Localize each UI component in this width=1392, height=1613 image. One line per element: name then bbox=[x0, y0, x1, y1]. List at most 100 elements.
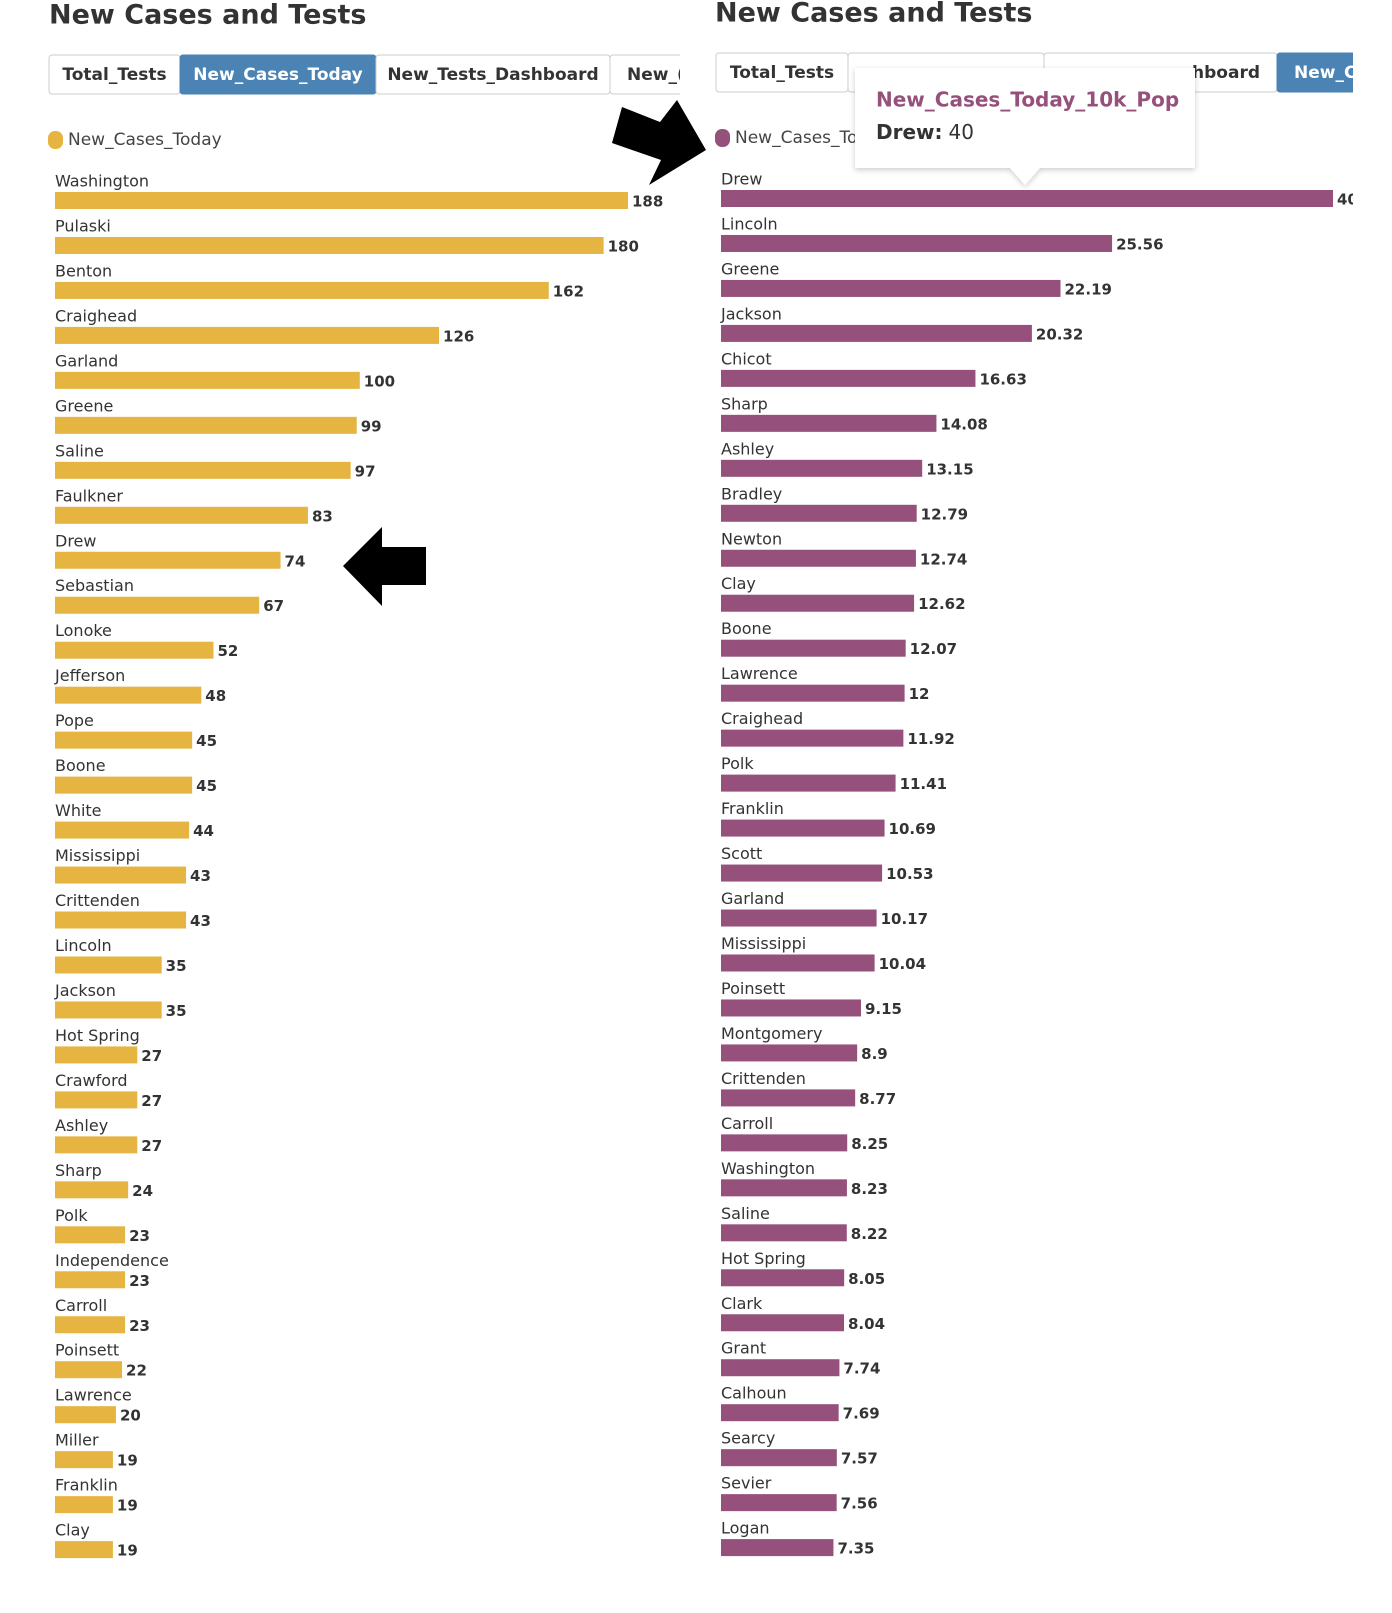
bar bbox=[721, 684, 905, 702]
arrow-down-right bbox=[612, 100, 706, 185]
category-label: Grant bbox=[721, 1339, 766, 1358]
value-label: 100 bbox=[364, 372, 395, 390]
bar bbox=[721, 729, 904, 747]
value-label: 8.04 bbox=[848, 1315, 885, 1333]
category-label: Franklin bbox=[721, 799, 784, 818]
category-label: Garland bbox=[55, 351, 118, 370]
value-label: 7.56 bbox=[841, 1495, 878, 1513]
bar bbox=[55, 1091, 138, 1109]
category-label: Jackson bbox=[720, 304, 782, 323]
value-label: 12.07 bbox=[910, 640, 957, 658]
category-label: Carroll bbox=[721, 1114, 773, 1133]
category-label: Polk bbox=[721, 754, 754, 773]
category-label: Garland bbox=[721, 889, 784, 908]
value-label: 8.23 bbox=[851, 1180, 888, 1198]
category-label: Pope bbox=[55, 711, 94, 730]
value-label: 44 bbox=[193, 822, 214, 840]
tab-label[interactable]: New_C bbox=[1294, 63, 1356, 83]
value-label: 11.92 bbox=[907, 730, 954, 748]
category-label: Sharp bbox=[55, 1161, 102, 1180]
category-label: Clay bbox=[721, 574, 756, 593]
value-label: 7.35 bbox=[837, 1540, 874, 1558]
category-label: Miller bbox=[55, 1431, 99, 1450]
bar bbox=[721, 1404, 839, 1422]
value-label: 16.63 bbox=[979, 370, 1026, 388]
category-label: Lawrence bbox=[55, 1386, 132, 1405]
value-label: 12.62 bbox=[918, 595, 965, 613]
left-chart: New Cases and Tests Total_Tests New_Cases_… bbox=[48, 0, 760, 1560]
tab-label[interactable]: New_( bbox=[627, 65, 685, 85]
bar bbox=[55, 1001, 162, 1019]
tooltip-title: New_Cases_Today_10k_Pop bbox=[876, 88, 1179, 112]
bar bbox=[55, 1316, 126, 1334]
value-label: 67 bbox=[263, 597, 284, 615]
value-label: 10.04 bbox=[879, 955, 926, 973]
category-label: Polk bbox=[55, 1206, 88, 1225]
category-label: Craighead bbox=[721, 709, 803, 728]
value-label: 188 bbox=[632, 193, 663, 211]
category-label: Crittenden bbox=[721, 1069, 806, 1088]
value-label: 27 bbox=[141, 1047, 162, 1065]
bar bbox=[55, 1271, 126, 1289]
bar bbox=[721, 1539, 834, 1557]
value-label: 45 bbox=[196, 777, 217, 795]
value-label: 24 bbox=[132, 1182, 153, 1200]
category-label: Lincoln bbox=[721, 214, 778, 233]
value-label: 83 bbox=[312, 507, 333, 525]
bar bbox=[721, 234, 1113, 252]
value-label: 12.79 bbox=[921, 505, 968, 523]
value-label: 13.15 bbox=[926, 460, 973, 478]
value-label: 10.69 bbox=[889, 820, 936, 838]
bar bbox=[55, 326, 440, 344]
bar bbox=[721, 594, 915, 612]
bar bbox=[55, 641, 214, 659]
tab-label[interactable]: Total_Tests bbox=[730, 63, 834, 83]
category-label: Saline bbox=[721, 1204, 770, 1223]
tab-label[interactable]: Total_Tests bbox=[62, 65, 166, 85]
value-label: 14.08 bbox=[940, 415, 987, 433]
category-label: Craighead bbox=[55, 306, 137, 325]
value-label: 45 bbox=[196, 732, 217, 750]
category-label: Lonoke bbox=[55, 621, 112, 640]
tab-label[interactable]: New_Tests_Dashboard bbox=[387, 65, 598, 85]
category-label: Ashley bbox=[55, 1116, 108, 1135]
value-label: 74 bbox=[285, 552, 306, 570]
bar bbox=[721, 1044, 858, 1062]
value-label: 8.9 bbox=[861, 1045, 888, 1063]
value-label: 7.74 bbox=[843, 1360, 880, 1378]
category-label: Logan bbox=[721, 1519, 770, 1538]
value-label: 52 bbox=[217, 642, 238, 660]
category-label: Bradley bbox=[721, 484, 782, 503]
category-label: Ashley bbox=[721, 439, 774, 458]
tab-label[interactable]: New_Cases_Today bbox=[193, 65, 362, 85]
value-label: 23 bbox=[129, 1272, 150, 1290]
value-label: 23 bbox=[129, 1317, 150, 1335]
category-label: Washington bbox=[55, 172, 149, 191]
category-label: Sevier bbox=[721, 1474, 772, 1493]
value-label: 22 bbox=[126, 1362, 147, 1380]
bar bbox=[721, 1269, 845, 1287]
tab-label[interactable]: hboard bbox=[1192, 63, 1260, 83]
bar bbox=[721, 1089, 856, 1107]
bar bbox=[55, 1451, 113, 1469]
bar bbox=[55, 956, 162, 974]
category-label: Independence bbox=[55, 1251, 169, 1270]
legend-swatch bbox=[48, 131, 63, 149]
value-label: 19 bbox=[117, 1497, 138, 1515]
bar bbox=[721, 1449, 837, 1467]
category-label: Franklin bbox=[55, 1476, 118, 1495]
value-label: 35 bbox=[166, 957, 187, 975]
value-label: 7.69 bbox=[843, 1405, 880, 1423]
bar bbox=[55, 1226, 126, 1244]
category-label: Saline bbox=[55, 441, 104, 460]
value-label: 20.32 bbox=[1036, 325, 1083, 343]
tab-box[interactable] bbox=[609, 54, 760, 95]
bar bbox=[721, 369, 976, 387]
tooltip-label: Drew: bbox=[876, 120, 943, 144]
bar bbox=[55, 1046, 138, 1064]
value-label: 8.25 bbox=[851, 1135, 888, 1153]
tab-box[interactable] bbox=[1276, 52, 1392, 93]
bar bbox=[55, 1181, 129, 1199]
